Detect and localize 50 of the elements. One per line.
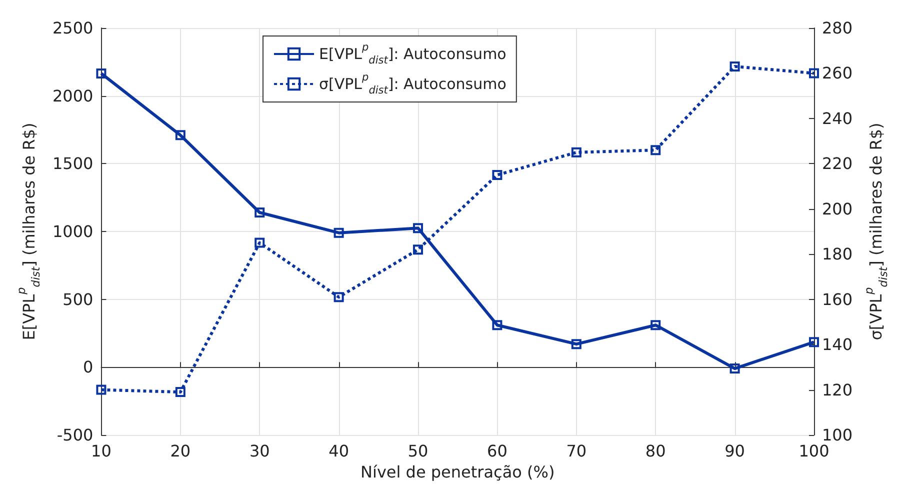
y2-tick-label: 140 bbox=[822, 335, 853, 354]
y2-tick-label: 180 bbox=[822, 244, 853, 264]
x-tick-label: 60 bbox=[487, 442, 508, 460]
x-tick-label: 40 bbox=[328, 442, 349, 460]
x-tick-label: 20 bbox=[170, 442, 191, 460]
point bbox=[175, 387, 186, 398]
x-tick-label: 80 bbox=[645, 442, 666, 460]
y-tick-label: 2000 bbox=[52, 86, 94, 106]
y-tick-label: 0 bbox=[83, 358, 94, 377]
point bbox=[413, 223, 424, 234]
point bbox=[571, 147, 582, 158]
x-tick-label: 30 bbox=[249, 442, 270, 460]
point bbox=[809, 68, 819, 78]
y2-tick-label: 200 bbox=[822, 199, 853, 218]
y-tick-label: 1500 bbox=[52, 154, 94, 174]
point bbox=[650, 145, 661, 156]
point bbox=[730, 61, 740, 72]
point bbox=[334, 228, 344, 238]
point bbox=[254, 208, 265, 218]
point bbox=[730, 364, 740, 374]
y2-tick-label: 160 bbox=[822, 290, 853, 309]
x-tick-label: 50 bbox=[408, 442, 428, 460]
x-tick-label: 70 bbox=[566, 442, 587, 460]
point bbox=[175, 130, 186, 140]
point bbox=[96, 384, 106, 395]
y2-tick-label: 100 bbox=[822, 426, 853, 444]
point bbox=[492, 170, 502, 180]
point bbox=[809, 337, 819, 348]
x-tick-label: 90 bbox=[724, 442, 745, 460]
y-tick-label: 2500 bbox=[52, 18, 94, 38]
point bbox=[413, 244, 424, 255]
x-tick-label: 100 bbox=[798, 442, 830, 460]
x-axis-title: Nível de penetração (%) bbox=[360, 462, 555, 482]
y2-tick-label: 260 bbox=[822, 64, 853, 83]
y2-axis-title: σ[VPLpdist] (milhares de R$) bbox=[862, 122, 890, 340]
point bbox=[96, 68, 106, 78]
y-tick-label: 500 bbox=[62, 290, 94, 309]
point bbox=[571, 339, 582, 350]
y2-tick-label: 120 bbox=[822, 380, 853, 400]
point bbox=[650, 320, 661, 330]
x-tick-label: 10 bbox=[91, 442, 112, 460]
y-axis-title: E[VPLpdist] (milhares de R$) bbox=[15, 122, 43, 340]
y2-tick-label: 240 bbox=[822, 108, 853, 128]
y2-tick-label: 280 bbox=[822, 18, 853, 38]
point bbox=[254, 238, 265, 248]
y-tick-label: -500 bbox=[56, 426, 94, 444]
y-tick-label: 1000 bbox=[52, 222, 94, 241]
y2-tick-label: 220 bbox=[822, 154, 853, 174]
point bbox=[334, 292, 344, 302]
point bbox=[492, 320, 502, 330]
